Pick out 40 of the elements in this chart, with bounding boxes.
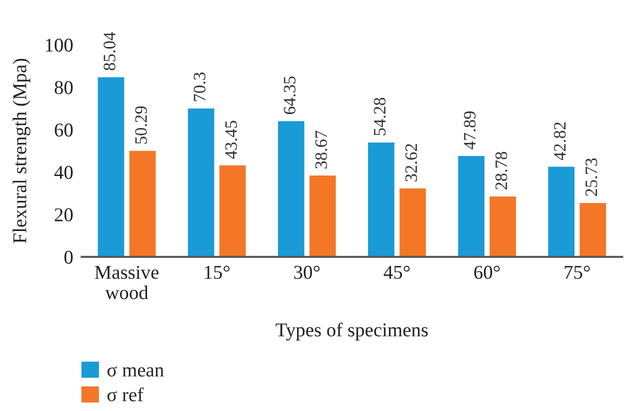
bar xyxy=(488,195,518,257)
bar xyxy=(546,165,576,257)
data-label: 43.45 xyxy=(225,120,238,159)
data-label: 85.04 xyxy=(104,32,116,70)
x-tick-label: 45° xyxy=(384,266,410,279)
x-tick-label: 60° xyxy=(474,266,500,279)
data-label: 25.73 xyxy=(586,158,598,196)
bar xyxy=(276,120,306,257)
y-tick-label: 40 xyxy=(54,166,73,179)
y-tick-label: 80 xyxy=(54,81,73,94)
data-label: 32.62 xyxy=(405,144,418,182)
x-tick-label: 75° xyxy=(564,266,590,279)
data-label: 38.67 xyxy=(315,130,328,168)
y-tick-label: 100 xyxy=(46,38,73,52)
bar xyxy=(398,187,428,257)
bar xyxy=(578,202,608,257)
data-label: 28.78 xyxy=(495,152,508,190)
x-axis-title: Types of specimens xyxy=(276,322,428,341)
x-tick-label: 15° xyxy=(204,266,230,279)
y-tick-label: 60 xyxy=(54,123,73,137)
bar xyxy=(366,141,396,257)
y-tick-label: 20 xyxy=(54,208,73,222)
data-label: 42.82 xyxy=(554,122,566,160)
bar xyxy=(456,154,486,257)
y-tick-label: 0 xyxy=(64,250,73,264)
data-label: 47.89 xyxy=(464,111,476,150)
bar xyxy=(96,76,126,257)
x-tick-label: Massive wood xyxy=(94,266,159,300)
data-label: 64.35 xyxy=(284,76,296,114)
bar xyxy=(128,150,158,257)
legend-label: σ mean xyxy=(107,366,164,377)
data-label: 70.3 xyxy=(194,72,206,102)
x-tick-label: 30° xyxy=(294,266,320,279)
data-label: 50.29 xyxy=(135,106,147,144)
y-axis-title: Flexural strength (Mpa) xyxy=(12,58,30,244)
bar xyxy=(308,174,338,257)
bar xyxy=(186,107,216,257)
data-label: 54.28 xyxy=(374,98,386,136)
bar xyxy=(218,164,248,257)
legend-label: σ ref xyxy=(107,387,144,402)
